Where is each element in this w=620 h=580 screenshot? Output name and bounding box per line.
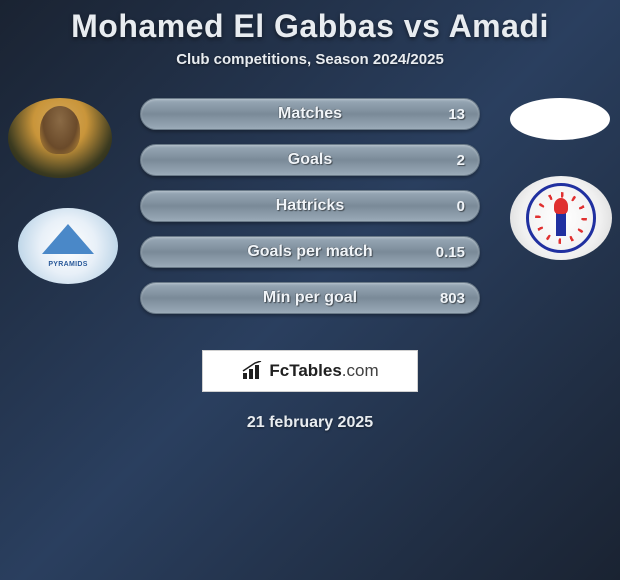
stat-bars: Matches 13 Goals 2 Hattricks 0 Goals per… <box>140 98 480 328</box>
player-right-avatar <box>510 98 610 140</box>
stat-value-right: 2 <box>457 152 465 169</box>
stat-label: Goals <box>288 151 332 169</box>
stat-bar-goals: Goals 2 <box>140 144 480 176</box>
stat-value-right: 0 <box>457 198 465 215</box>
right-player-column <box>510 98 612 260</box>
club-left-badge <box>18 208 118 284</box>
stat-label: Matches <box>278 105 342 123</box>
brand-attribution[interactable]: FcTables.com <box>202 350 418 392</box>
pyramids-icon <box>33 218 103 274</box>
stat-value-right: 0.15 <box>436 244 465 261</box>
bar-chart-icon <box>241 361 265 381</box>
stat-bar-min-per-goal: Min per goal 803 <box>140 282 480 314</box>
brand-name: FcTables <box>269 361 341 380</box>
brand-text: FcTables.com <box>269 361 378 381</box>
comparison-title: Mohamed El Gabbas vs Amadi <box>0 8 620 45</box>
comparison-body: Matches 13 Goals 2 Hattricks 0 Goals per… <box>0 98 620 338</box>
stat-label: Hattricks <box>276 197 344 215</box>
torch-icon <box>526 183 596 253</box>
club-right-badge <box>510 176 612 260</box>
stat-bar-matches: Matches 13 <box>140 98 480 130</box>
torch-rays-icon <box>535 192 587 244</box>
comparison-date: 21 february 2025 <box>0 414 620 432</box>
stat-bar-goals-per-match: Goals per match 0.15 <box>140 236 480 268</box>
left-player-column <box>8 98 118 284</box>
stat-value-right: 803 <box>440 290 465 307</box>
stat-label: Goals per match <box>247 243 372 261</box>
stat-label: Min per goal <box>263 289 357 307</box>
stat-value-right: 13 <box>448 106 465 123</box>
stat-bar-hattricks: Hattricks 0 <box>140 190 480 222</box>
comparison-subtitle: Club competitions, Season 2024/2025 <box>0 51 620 68</box>
player-left-avatar <box>8 98 112 178</box>
brand-suffix: .com <box>342 361 379 380</box>
